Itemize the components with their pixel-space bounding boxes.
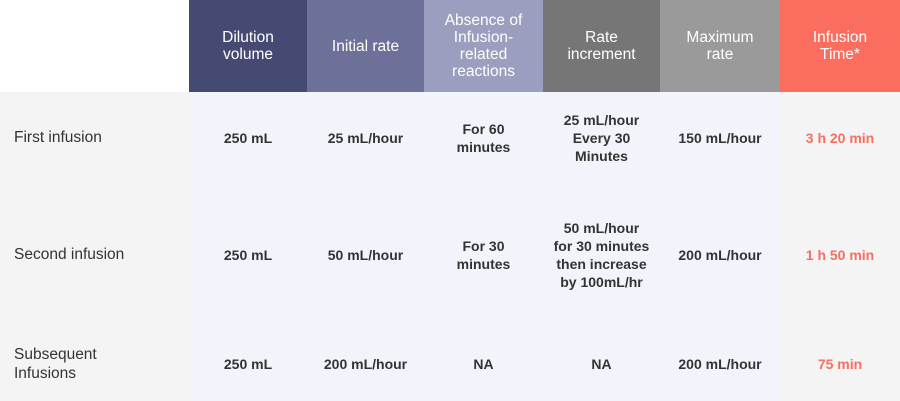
table-row-second-infusion: Second infusion 250 mL 50 mL/hour For 30… xyxy=(0,184,900,326)
row-label: First infusion xyxy=(0,92,189,184)
cell-initial-rate: 25 mL/hour xyxy=(307,92,424,184)
cell-increment: 50 mL/hour for 30 minutes then increase … xyxy=(543,184,660,326)
cell-dilution: 250 mL xyxy=(189,184,307,326)
header-dilution-volume: Dilution volume xyxy=(189,0,307,92)
cell-dilution: 250 mL xyxy=(189,326,307,401)
cell-absence: For 60 minutes xyxy=(424,92,543,184)
cell-absence: NA xyxy=(424,326,543,401)
cell-infusion-time: 1 h 50 min xyxy=(780,184,900,326)
cell-max-rate: 200 mL/hour xyxy=(660,184,780,326)
row-label: Second infusion xyxy=(0,184,189,326)
cell-infusion-time: 3 h 20 min xyxy=(780,92,900,184)
header-absence-reactions: Absence of Infusion- related reactions xyxy=(424,0,543,92)
cell-absence: For 30 minutes xyxy=(424,184,543,326)
cell-dilution: 250 mL xyxy=(189,92,307,184)
cell-infusion-time: 75 min xyxy=(780,326,900,401)
header-blank xyxy=(0,0,189,92)
header-row: Dilution volume Initial rate Absence of … xyxy=(0,0,900,92)
cell-max-rate: 150 mL/hour xyxy=(660,92,780,184)
cell-increment: NA xyxy=(543,326,660,401)
table-row-subsequent-infusions: Subsequent Infusions 250 mL 200 mL/hour … xyxy=(0,326,900,401)
cell-initial-rate: 50 mL/hour xyxy=(307,184,424,326)
header-infusion-time: Infusion Time* xyxy=(780,0,900,92)
cell-increment: 25 mL/hour Every 30 Minutes xyxy=(543,92,660,184)
row-label: Subsequent Infusions xyxy=(0,326,189,401)
header-rate-increment: Rate increment xyxy=(543,0,660,92)
header-initial-rate: Initial rate xyxy=(307,0,424,92)
table-row-first-infusion: First infusion 250 mL 25 mL/hour For 60 … xyxy=(0,92,900,184)
cell-max-rate: 200 mL/hour xyxy=(660,326,780,401)
cell-initial-rate: 200 mL/hour xyxy=(307,326,424,401)
header-maximum-rate: Maximum rate xyxy=(660,0,780,92)
